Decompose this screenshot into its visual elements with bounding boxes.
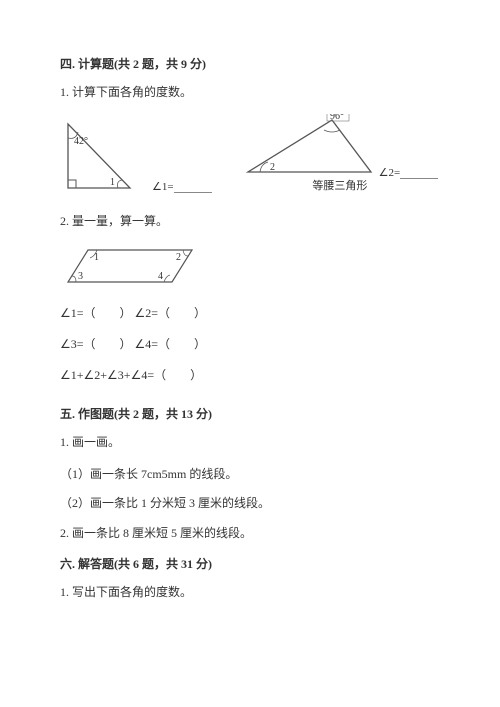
- angle-42-label: 42°: [74, 136, 88, 147]
- figure-right-triangle: 42° 1 ∠1=: [60, 118, 212, 193]
- isosceles-svg: 96° 2: [242, 114, 377, 179]
- parallelogram-svg: 1 2 3 4: [64, 242, 204, 290]
- q5-1-s2: （2）画一条比 1 分米短 3 厘米的线段。: [60, 493, 440, 515]
- right-triangle-svg: 42° 1: [60, 118, 150, 193]
- para-a4: 4: [158, 271, 163, 282]
- para-a3: 3: [78, 271, 83, 282]
- q4-1-title: 1. 计算下面各角的度数。: [60, 82, 440, 104]
- q5-1-title: 1. 画一画。: [60, 432, 440, 454]
- q5-1-s1: （1）画一条长 7cm5mm 的线段。: [60, 464, 440, 486]
- section-5-title: 五. 作图题(共 2 题，共 13 分): [60, 405, 440, 422]
- section-4-title: 四. 计算题(共 2 题，共 9 分): [60, 55, 440, 72]
- para-a2: 2: [176, 252, 181, 263]
- isosceles-caption: 等腰三角形: [312, 177, 367, 193]
- angle-2-label: 2: [270, 162, 275, 173]
- angle1-blank: [174, 180, 212, 193]
- figure-isosceles-triangle: 96° 2 ∠2= 等腰三角形: [242, 114, 439, 193]
- angle2-answer-label: ∠2=: [379, 166, 401, 179]
- expr-1: ∠1=（ ） ∠2=（ ）: [60, 304, 440, 321]
- section-6-title: 六. 解答题(共 6 题，共 31 分): [60, 555, 440, 572]
- angle1-answer-label: ∠1=: [152, 180, 174, 193]
- expr-2: ∠3=（ ） ∠4=（ ）: [60, 335, 440, 352]
- angle2-blank: [400, 166, 438, 179]
- angle-1-label: 1: [110, 177, 115, 188]
- para-a1: 1: [94, 252, 99, 263]
- figure-parallelogram: 1 2 3 4: [64, 242, 440, 290]
- q4-2-title: 2. 量一量，算一算。: [60, 211, 440, 233]
- q6-1-title: 1. 写出下面各角的度数。: [60, 582, 440, 604]
- q5-2-title: 2. 画一条比 8 厘米短 5 厘米的线段。: [60, 523, 440, 545]
- q4-1-figures: 42° 1 ∠1= 96° 2: [60, 114, 440, 193]
- expr-3: ∠1+∠2+∠3+∠4=（ ）: [60, 366, 440, 383]
